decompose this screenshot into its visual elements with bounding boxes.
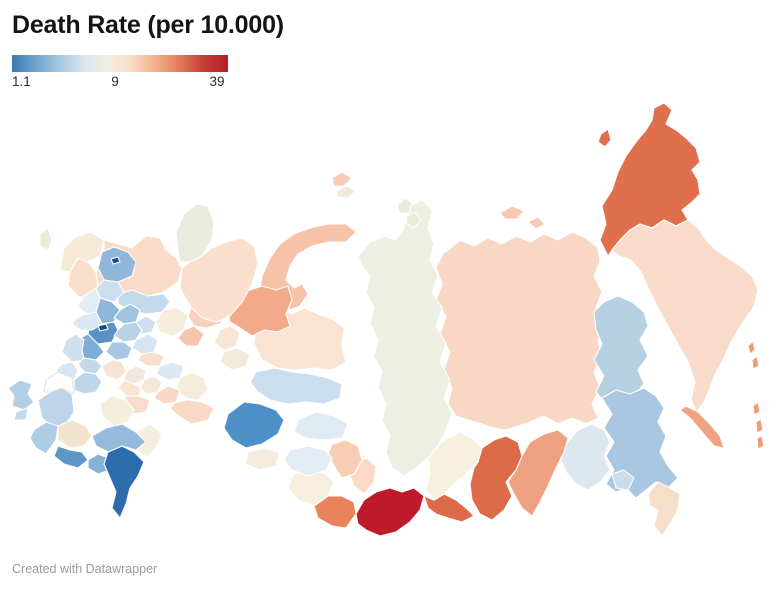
chart-title: Death Rate (per 10.000)	[12, 11, 284, 39]
region-tomsk[interactable]	[293, 411, 349, 441]
region-mari-el[interactable]	[137, 351, 165, 367]
legend-max-label: 39	[209, 74, 225, 89]
region-yakutia[interactable]	[435, 231, 605, 431]
region-tyumen-south[interactable]	[223, 401, 285, 449]
region-stpetersburg[interactable]	[110, 256, 121, 265]
region-stavropol[interactable]	[57, 419, 93, 449]
region-sakhalin[interactable]	[679, 405, 725, 449]
region-smolensk[interactable]	[71, 311, 103, 331]
region-kbr[interactable]	[53, 445, 89, 469]
region-nenets[interactable]	[175, 203, 215, 263]
region-donetsk-nodata[interactable]	[43, 371, 75, 395]
region-udmurtia[interactable]	[177, 325, 205, 347]
region-amur[interactable]	[559, 423, 611, 491]
region-novosibirsk[interactable]	[283, 445, 333, 477]
region-dagestan[interactable]	[103, 445, 145, 519]
legend-gradient-bar	[12, 55, 228, 72]
region-kuril-3[interactable]	[752, 401, 761, 416]
legend-mid-label: 9	[111, 74, 119, 89]
region-buryatia[interactable]	[469, 435, 523, 521]
region-magadan[interactable]	[593, 295, 649, 405]
region-kalmykia[interactable]	[91, 423, 147, 453]
region-novaya-1[interactable]	[331, 171, 353, 187]
region-altai-republic[interactable]	[313, 495, 357, 529]
region-krasnoyarsk[interactable]	[357, 199, 453, 477]
region-kuril-2[interactable]	[751, 355, 760, 370]
region-tyumen-mid[interactable]	[249, 367, 343, 405]
region-novosib-isl-1[interactable]	[499, 205, 525, 220]
region-bryansk[interactable]	[61, 333, 85, 363]
datawrapper-credit-link[interactable]: Created with Datawrapper	[12, 562, 158, 576]
region-irkutsk[interactable]	[425, 431, 483, 501]
legend-min-label: 1.1	[12, 74, 31, 89]
region-volgograd[interactable]	[99, 395, 135, 427]
region-tambov[interactable]	[101, 359, 127, 381]
region-krasnodar[interactable]	[29, 421, 59, 455]
region-jewish[interactable]	[611, 469, 635, 491]
region-oryol[interactable]	[77, 357, 103, 375]
region-chelyabinsk[interactable]	[213, 325, 241, 351]
region-vladimir[interactable]	[113, 321, 143, 343]
region-severnaya-2[interactable]	[405, 211, 422, 229]
region-khabarovsk[interactable]	[601, 387, 679, 499]
region-primorye[interactable]	[647, 481, 681, 537]
region-astrakhan[interactable]	[135, 423, 163, 459]
region-omsk[interactable]	[245, 447, 281, 471]
region-kaliningrad[interactable]	[39, 227, 53, 251]
region-kamchatka[interactable]	[611, 219, 759, 413]
region-kurgan[interactable]	[219, 347, 251, 371]
region-severnaya-1[interactable]	[396, 197, 413, 214]
region-kirov[interactable]	[155, 307, 189, 337]
region-samara[interactable]	[153, 385, 181, 405]
region-zabaykalsky[interactable]	[507, 429, 569, 517]
region-moscow-city[interactable]	[97, 323, 109, 332]
region-chukotka-island[interactable]	[597, 128, 612, 148]
region-ryazan[interactable]	[105, 341, 133, 361]
region-komi[interactable]	[179, 237, 259, 323]
region-kuril-4[interactable]	[755, 418, 764, 434]
region-kuril-5[interactable]	[756, 435, 765, 450]
region-novaya-2[interactable]	[335, 185, 357, 199]
region-tatarstan[interactable]	[155, 361, 185, 381]
region-novosib-isl-2[interactable]	[527, 216, 546, 230]
region-kuril-1[interactable]	[747, 340, 756, 355]
region-voronezh[interactable]	[73, 371, 103, 395]
region-crimea[interactable]	[7, 379, 35, 411]
region-orenburg[interactable]	[169, 399, 215, 425]
region-tuva[interactable]	[355, 487, 425, 537]
region-crimea-south[interactable]	[13, 407, 29, 421]
region-buryatia-west[interactable]	[423, 493, 475, 523]
